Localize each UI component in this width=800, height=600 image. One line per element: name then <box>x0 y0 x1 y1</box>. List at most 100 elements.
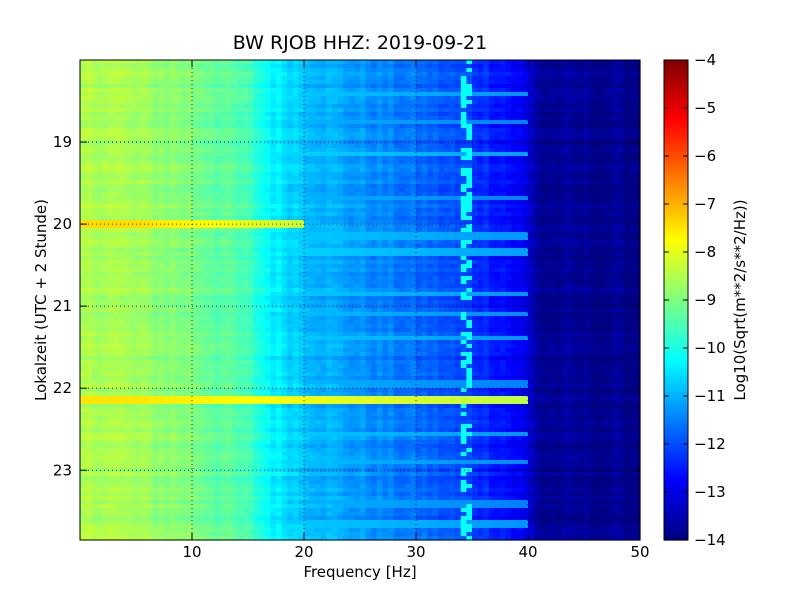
heatmap-cell <box>320 232 327 237</box>
heatmap-cell <box>130 192 137 197</box>
heatmap-cell <box>399 64 406 69</box>
heatmap-cell <box>332 148 339 153</box>
heatmap-cell <box>147 112 154 117</box>
heatmap-cell <box>208 244 215 249</box>
heatmap-cell <box>550 96 557 101</box>
heatmap-cell <box>91 120 98 125</box>
heatmap-cell <box>589 160 596 165</box>
heatmap-cell <box>85 176 92 181</box>
heatmap-cell <box>203 112 210 117</box>
heatmap-cell <box>600 108 607 113</box>
heatmap-cell <box>628 244 635 249</box>
heatmap-cell <box>214 68 221 73</box>
heatmap-cell <box>606 76 613 81</box>
heatmap-cell <box>287 84 294 89</box>
heatmap-cell <box>236 120 243 125</box>
heatmap-cell <box>236 156 243 161</box>
heatmap-cell <box>320 68 327 73</box>
heatmap-cell <box>371 192 378 197</box>
heatmap-cell <box>460 240 467 245</box>
heatmap-cell <box>276 228 283 233</box>
heatmap-cell <box>522 228 529 233</box>
heatmap-cell <box>337 132 344 137</box>
heatmap-cell <box>130 104 137 109</box>
heatmap-cell <box>382 84 389 89</box>
heatmap-cell <box>634 188 641 193</box>
heatmap-cell <box>225 92 232 97</box>
heatmap-cell <box>91 148 98 153</box>
heatmap-cell <box>152 136 159 141</box>
heatmap-cell <box>360 76 367 81</box>
heatmap-cell <box>298 200 305 205</box>
heatmap-cell <box>455 116 462 121</box>
heatmap-cell <box>203 144 210 149</box>
heatmap-cell <box>136 192 143 197</box>
heatmap-cell <box>421 196 428 201</box>
heatmap-cell <box>354 80 361 85</box>
heatmap-cell <box>343 244 350 249</box>
heatmap-cell <box>147 100 154 105</box>
heatmap-cell <box>432 116 439 121</box>
heatmap-cell <box>326 152 333 157</box>
heatmap-cell <box>556 120 563 125</box>
heatmap-cell <box>147 184 154 189</box>
heatmap-cell <box>220 156 227 161</box>
heatmap-cell <box>124 180 131 185</box>
heatmap-cell <box>147 144 154 149</box>
heatmap-cell <box>130 132 137 137</box>
heatmap-cell <box>556 116 563 121</box>
heatmap-cell <box>606 176 613 181</box>
heatmap-cell <box>500 228 507 233</box>
heatmap-cell <box>264 228 271 233</box>
heatmap-cell <box>192 140 199 145</box>
heatmap-cell <box>102 148 109 153</box>
heatmap-cell <box>197 220 204 225</box>
heatmap-cell <box>382 124 389 129</box>
heatmap-cell <box>343 68 350 73</box>
heatmap-cell <box>136 100 143 105</box>
heatmap-cell <box>80 108 87 113</box>
heatmap-cell <box>455 236 462 241</box>
heatmap-cell <box>85 164 92 169</box>
heatmap-cell <box>438 188 445 193</box>
heatmap-cell <box>483 124 490 129</box>
heatmap-cell <box>248 196 255 201</box>
heatmap-cell <box>572 120 579 125</box>
heatmap-cell <box>488 228 495 233</box>
heatmap-cell <box>516 72 523 77</box>
heatmap-cell <box>365 240 372 245</box>
heatmap-cell <box>628 140 635 145</box>
heatmap-cell <box>539 180 546 185</box>
heatmap-cell <box>444 88 451 93</box>
heatmap-cell <box>332 204 339 209</box>
heatmap-cell <box>589 180 596 185</box>
heatmap-cell <box>466 100 473 105</box>
heatmap-cell <box>388 108 395 113</box>
heatmap-cell <box>292 104 299 109</box>
heatmap-cell <box>466 212 473 217</box>
heatmap-cell <box>617 136 624 141</box>
heatmap-cell <box>102 200 109 205</box>
heatmap-cell <box>348 156 355 161</box>
heatmap-cell <box>393 68 400 73</box>
heatmap-cell <box>382 60 389 65</box>
heatmap-cell <box>584 184 591 189</box>
heatmap-cell <box>130 244 137 249</box>
heatmap-cell <box>298 72 305 77</box>
heatmap-cell <box>388 252 395 257</box>
heatmap-cell <box>141 80 148 85</box>
heatmap-cell <box>533 252 540 257</box>
heatmap-cell <box>214 144 221 149</box>
heatmap-cell <box>421 180 428 185</box>
heatmap-cell <box>494 72 501 77</box>
heatmap-cell <box>494 252 501 257</box>
heatmap-cell <box>455 228 462 233</box>
heatmap-cell <box>108 192 115 197</box>
heatmap-cell <box>360 144 367 149</box>
heatmap-cell <box>404 124 411 129</box>
heatmap-cell <box>382 228 389 233</box>
heatmap-cell <box>550 200 557 205</box>
heatmap-cell <box>298 108 305 113</box>
heatmap-cell <box>444 96 451 101</box>
heatmap-cell <box>360 160 367 165</box>
